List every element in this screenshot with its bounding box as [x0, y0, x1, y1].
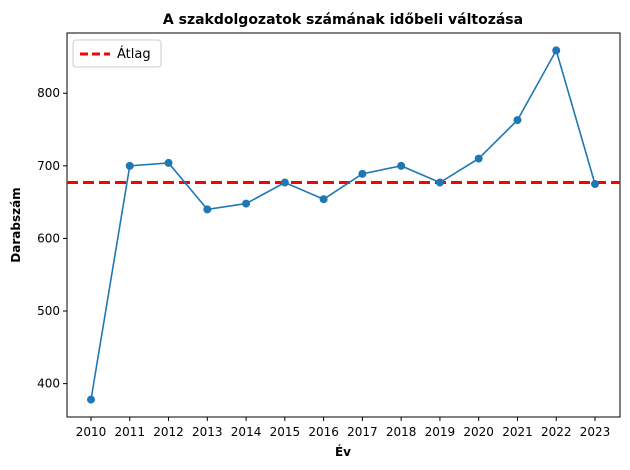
x-tick-label: 2019 — [425, 425, 456, 439]
x-axis-title: Év — [335, 444, 351, 459]
data-point — [164, 158, 173, 167]
y-tick-label: 600 — [37, 231, 60, 245]
x-tick-label: 2018 — [386, 425, 417, 439]
data-point — [319, 195, 328, 204]
data-point — [552, 46, 561, 55]
data-series — [87, 46, 599, 404]
x-tick-label: 2012 — [153, 425, 184, 439]
x-tick-label: 2021 — [502, 425, 533, 439]
x-tick-label: 2017 — [347, 425, 378, 439]
data-point — [397, 161, 406, 170]
y-axis-title: Darabszám — [9, 187, 23, 262]
y-tick-label: 800 — [37, 86, 60, 100]
x-tick-label: 2023 — [580, 425, 611, 439]
data-point — [203, 205, 212, 214]
chart-title: A szakdolgozatok számának időbeli változ… — [163, 12, 523, 28]
legend: Átlag — [72, 39, 162, 68]
x-tick-label: 2022 — [541, 425, 572, 439]
x-tick-label: 2013 — [192, 425, 223, 439]
data-point — [280, 178, 289, 187]
y-tick-label: 700 — [37, 159, 60, 173]
data-point — [591, 179, 599, 188]
data-point — [358, 169, 367, 178]
x-tick-label: 2014 — [231, 425, 262, 439]
data-point — [125, 161, 134, 170]
x-tick-label: 2016 — [308, 425, 339, 439]
data-point — [513, 116, 522, 125]
y-tick-label: 500 — [37, 304, 60, 318]
plot-frame — [66, 32, 621, 418]
x-tick-label: 2020 — [463, 425, 494, 439]
y-axis: 400 500 600 700 800 — [37, 86, 67, 391]
data-point — [474, 154, 483, 163]
data-point — [87, 395, 95, 404]
data-point — [435, 178, 444, 187]
x-tick-label: 2015 — [270, 425, 301, 439]
x-tick-label: 2010 — [76, 425, 107, 439]
x-tick-label: 2011 — [114, 425, 145, 439]
series-line — [90, 48, 596, 400]
data-point — [242, 199, 251, 208]
y-tick-label: 400 — [37, 377, 60, 391]
legend-box — [72, 39, 162, 68]
x-axis: 2010 2011 2012 2013 2014 2015 2016 2017 2018 2019… — [76, 417, 611, 439]
legend-label-average: Átlag — [117, 46, 151, 62]
